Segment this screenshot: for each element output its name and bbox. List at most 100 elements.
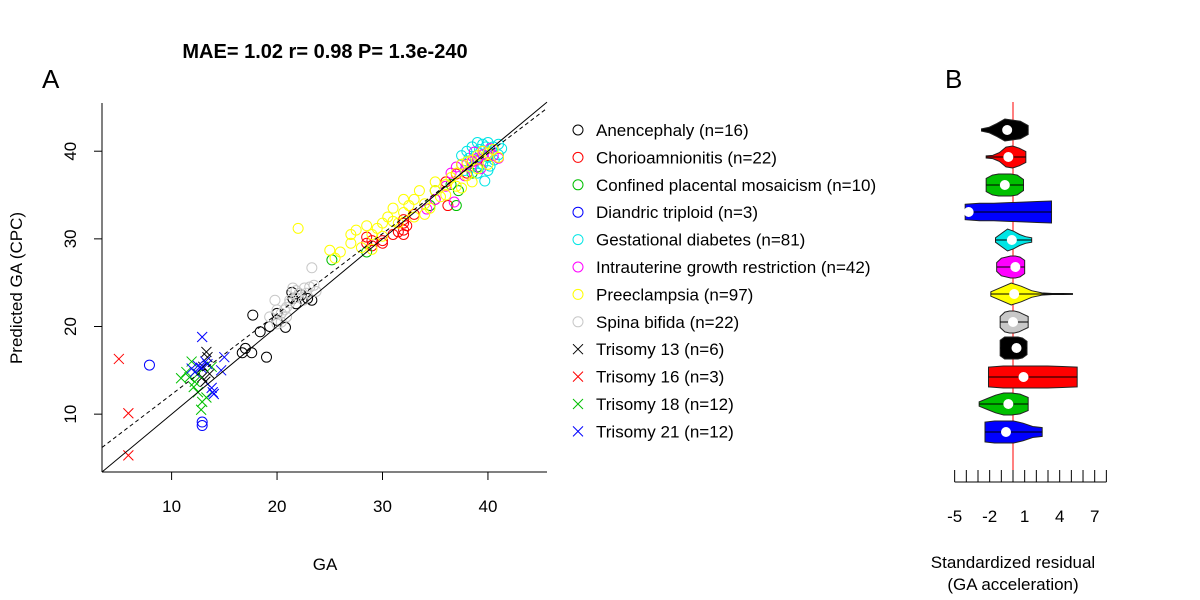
violin-median (1003, 152, 1014, 162)
legend-label: Diandric triploid (n=3) (596, 203, 758, 222)
data-point (466, 176, 478, 188)
data-point (306, 262, 318, 274)
data-point (434, 191, 446, 203)
data-point (201, 392, 212, 403)
legend-marker (572, 124, 584, 136)
data-point (361, 220, 373, 232)
data-point (196, 420, 208, 432)
violin-median (1008, 317, 1018, 327)
data-point (123, 449, 134, 461)
data-point (334, 246, 346, 258)
data-point (278, 304, 290, 316)
data-point (195, 404, 207, 416)
data-point (387, 202, 399, 214)
data-point (487, 143, 499, 155)
chart-title: MAE= 1.02 r= 0.98 P= 1.3e-240 (182, 41, 467, 63)
legend-marker (572, 398, 584, 410)
data-point (308, 279, 320, 291)
data-point (408, 208, 420, 220)
legend-label: Trisomy 21 (n=12) (596, 422, 734, 441)
legend-label: Anencephaly (n=16) (596, 121, 749, 140)
legend-label: Trisomy 18 (n=12) (596, 395, 734, 414)
data-point (215, 364, 227, 376)
violin-median (1009, 289, 1020, 299)
panel-label-b: B (945, 64, 962, 94)
data-point (113, 353, 125, 365)
violin-x-tick-label: 1 (1020, 507, 1029, 526)
data-point (181, 366, 192, 378)
data-point (479, 175, 491, 187)
data-point (450, 161, 462, 173)
identity-line (101, 101, 548, 473)
violin-x-tick-label: -5 (947, 507, 962, 526)
data-point (202, 358, 213, 370)
x-tick-label: 40 (478, 497, 497, 516)
legend-marker (572, 426, 584, 437)
data-point (329, 252, 341, 264)
data-point (398, 193, 410, 205)
data-point (456, 158, 468, 170)
data-point (301, 287, 313, 299)
data-point (269, 294, 281, 306)
legend-label: Preeclampsia (n=97) (596, 285, 753, 304)
violin-x-label: Standardized residual (931, 553, 1095, 572)
data-point (236, 347, 248, 359)
data-point (471, 136, 483, 148)
legend-marker (572, 179, 584, 191)
data-point (175, 372, 187, 384)
violin-median (999, 180, 1010, 190)
legend-label: Trisomy 13 (n=6) (596, 340, 724, 359)
data-point (448, 196, 460, 208)
legend-label: Chorioamnionitis (n=22) (596, 148, 777, 167)
violin-median (963, 207, 974, 217)
data-point (355, 242, 367, 254)
legend-marker (572, 288, 584, 300)
data-point (392, 217, 404, 229)
data-point (376, 217, 388, 229)
legend-marker (572, 234, 584, 246)
data-point (290, 292, 302, 304)
data-point (477, 149, 489, 161)
data-point (461, 156, 473, 168)
data-point (271, 318, 283, 330)
data-point (143, 359, 155, 371)
violin-x-label-2: (GA acceleration) (947, 575, 1078, 594)
data-point (398, 207, 410, 219)
legend-label: Trisomy 16 (n=3) (596, 368, 724, 387)
data-point (413, 185, 425, 197)
data-point (398, 224, 410, 236)
y-tick-label: 30 (61, 229, 80, 248)
data-point (408, 211, 420, 223)
data-point (271, 307, 283, 319)
violin-median (1011, 343, 1022, 353)
data-point (204, 368, 215, 380)
x-axis-label: GA (313, 555, 338, 574)
data-point (419, 208, 431, 220)
panel-label-a: A (42, 64, 60, 94)
data-point (492, 151, 504, 163)
data-point (284, 294, 296, 306)
legend-label: Spina bifida (n=22) (596, 313, 739, 332)
y-tick-label: 20 (61, 317, 80, 336)
legend-marker (572, 316, 584, 328)
data-point (445, 179, 457, 191)
legend-marker (572, 371, 584, 382)
data-point (487, 150, 499, 162)
violin-median (1018, 372, 1029, 382)
violin-x-tick-label: 7 (1090, 507, 1099, 526)
data-point (456, 182, 468, 194)
x-tick-label: 20 (268, 497, 287, 516)
violin-median (1003, 399, 1014, 409)
legend-label: Intrauterine growth restriction (n=42) (596, 258, 871, 277)
data-point (350, 224, 362, 236)
legend-marker (572, 261, 584, 273)
data-point (195, 362, 207, 374)
data-point (366, 235, 378, 247)
legend-label: Confined placental mosaicism (n=10) (596, 176, 876, 195)
violin-median (1000, 427, 1011, 437)
data-point (429, 176, 441, 188)
data-point (196, 416, 208, 428)
data-point (376, 230, 388, 242)
data-point (440, 179, 452, 191)
data-point (189, 376, 201, 388)
